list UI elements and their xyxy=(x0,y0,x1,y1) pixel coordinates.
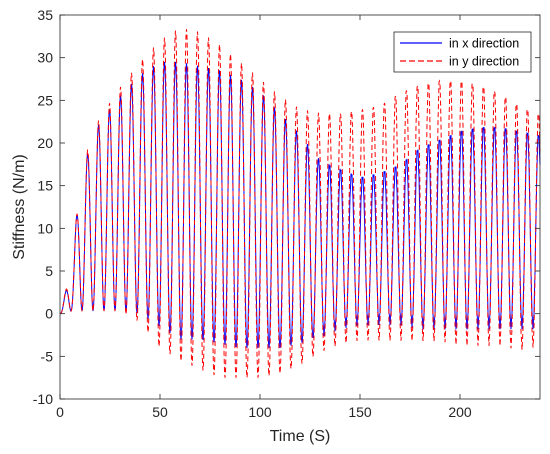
y-tick-label: 5 xyxy=(45,263,53,279)
x-tick-label: 0 xyxy=(56,404,64,420)
legend-label-x-direction: in x direction xyxy=(449,37,519,51)
x-tick-label: 100 xyxy=(248,404,272,420)
ticks-layer: 0 50 100 150 200 -10 -5 0 5 10 15 20 25 30 35 xyxy=(33,7,540,420)
legend-box xyxy=(393,31,532,73)
y-tick-label: -10 xyxy=(33,391,53,407)
x-tick-label: 50 xyxy=(152,404,168,420)
y-tick-label: 20 xyxy=(37,135,53,151)
axes-layer xyxy=(59,14,541,400)
y-tick-label: -5 xyxy=(41,348,54,364)
x-axis-title: Time (S) xyxy=(270,428,331,445)
legend: in x direction in y direction xyxy=(393,31,532,73)
legend-label-y-direction: in y direction xyxy=(449,55,519,69)
x-tick-label: 150 xyxy=(348,404,372,420)
y-tick-label: 30 xyxy=(37,50,53,66)
y-axis-title: Stiffness (N/m) xyxy=(11,154,28,260)
series-line-y-direction xyxy=(59,29,541,378)
y-tick-label: 35 xyxy=(37,7,53,23)
series-layer xyxy=(59,29,541,378)
y-tick-label: 15 xyxy=(37,178,53,194)
y-tick-label: 0 xyxy=(45,306,53,322)
x-tick-label: 200 xyxy=(448,404,472,420)
y-tick-label: 25 xyxy=(37,92,53,108)
y-tick-label: 10 xyxy=(37,220,53,236)
plot-area xyxy=(60,15,540,399)
axes-box xyxy=(59,14,541,400)
